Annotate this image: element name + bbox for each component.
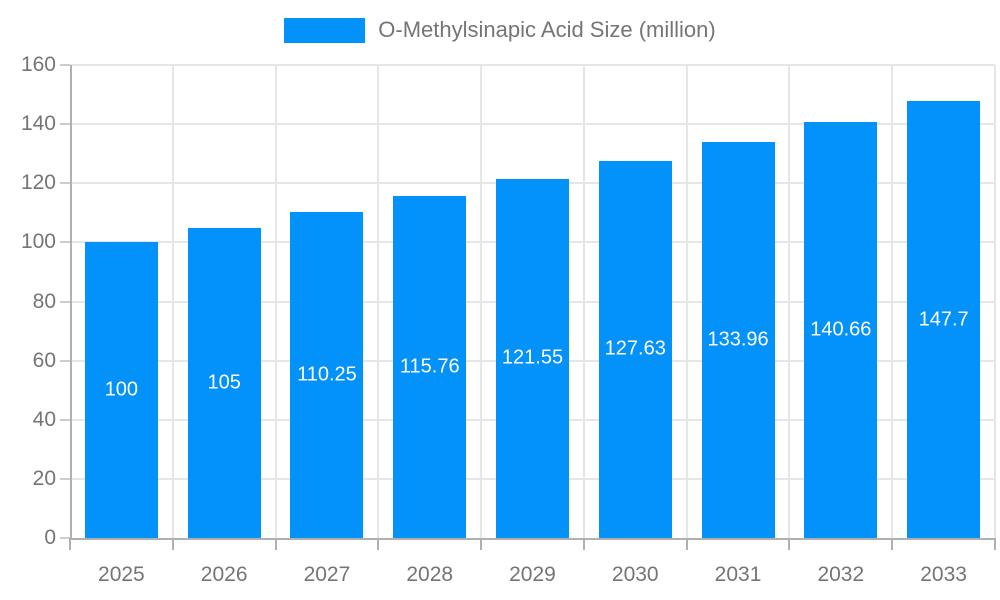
x-tick	[480, 538, 483, 550]
x-tick	[171, 538, 174, 550]
y-tick	[60, 418, 70, 421]
v-gridline	[480, 65, 483, 538]
y-tick	[60, 64, 70, 66]
bar-value-label: 115.76	[399, 355, 460, 378]
bar: 100	[84, 242, 158, 538]
y-tick	[60, 537, 70, 539]
v-gridline	[274, 65, 277, 538]
bar-value-label: 121.55	[501, 346, 564, 369]
bar: 110.25	[290, 212, 364, 538]
y-tick	[60, 300, 70, 303]
x-tick-label: 2030	[611, 563, 659, 586]
legend-label: O-Methylsinapic Acid Size (million)	[378, 17, 716, 42]
y-tick-label: 140	[20, 112, 56, 136]
bar: 115.76	[393, 195, 467, 538]
y-tick	[60, 123, 70, 126]
x-axis-line	[70, 538, 995, 540]
y-tick-label: 100	[20, 230, 56, 254]
v-gridline	[994, 65, 996, 538]
x-tick	[274, 538, 277, 550]
y-tick	[60, 477, 70, 480]
bar-value-label: 105	[207, 371, 241, 394]
v-gridline	[582, 65, 585, 538]
y-tick-label: 60	[32, 348, 56, 372]
bar: 133.96	[701, 141, 775, 538]
legend: O-Methylsinapic Acid Size (million)	[0, 17, 1000, 43]
bar-value-label: 133.96	[707, 328, 769, 351]
legend-swatch	[284, 17, 366, 43]
v-gridline	[788, 65, 791, 538]
x-tick	[685, 538, 688, 550]
x-tick-label: 2028	[406, 563, 454, 586]
y-tick-label: 40	[32, 407, 56, 431]
bar: 105	[187, 227, 261, 538]
y-tick-label: 20	[32, 466, 56, 490]
x-tick-label: 2032	[817, 563, 865, 586]
x-tick	[994, 538, 996, 550]
x-tick-label: 2031	[714, 563, 762, 586]
v-gridline	[891, 65, 894, 538]
v-gridline	[377, 65, 380, 538]
bar: 140.66	[804, 122, 878, 538]
y-tick-label: 120	[20, 171, 56, 195]
y-tick	[60, 182, 70, 185]
x-tick-label: 2029	[509, 563, 556, 586]
bar-chart-plot-area: 0 20 40 60 80 100 120 140 160 100 2025 105 2026 110.2…	[21, 53, 996, 586]
y-tick	[60, 359, 70, 362]
x-tick	[69, 538, 71, 550]
y-tick-label: 160	[20, 53, 56, 76]
h-gridline	[70, 123, 995, 126]
bar-value-label: 127.63	[604, 337, 666, 360]
x-tick	[582, 538, 585, 550]
h-gridline	[70, 64, 995, 66]
x-tick-label: 2033	[920, 563, 967, 586]
x-tick	[377, 538, 380, 550]
y-tick-label: 80	[32, 289, 56, 313]
bar-value-label: 110.25	[297, 363, 357, 386]
bar-value-label: 140.66	[810, 318, 872, 341]
x-tick-label: 2025	[98, 563, 145, 586]
bar: 147.7	[907, 101, 981, 538]
x-tick-label: 2026	[200, 563, 248, 586]
bar: 121.55	[496, 178, 569, 538]
y-axis-line	[70, 65, 72, 540]
bar-value-label: 100	[104, 378, 139, 401]
x-tick-label: 2027	[303, 563, 351, 586]
x-tick	[788, 538, 791, 550]
bar-value-label: 147.7	[918, 308, 969, 331]
bar: 127.63	[598, 160, 672, 538]
v-gridline	[171, 65, 174, 538]
v-gridline	[685, 65, 688, 538]
y-tick-label: 0	[44, 526, 56, 549]
y-tick	[60, 241, 70, 244]
x-tick	[891, 538, 894, 550]
